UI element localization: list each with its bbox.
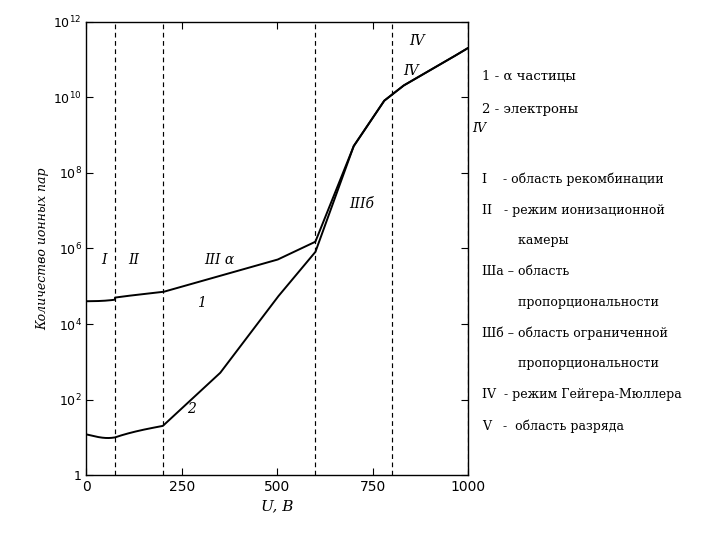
Text: IIIб: IIIб xyxy=(350,197,374,211)
Text: III α: III α xyxy=(204,253,235,267)
Text: V   -  область разряда: V - область разряда xyxy=(482,419,624,433)
Text: Шб – область ограниченной: Шб – область ограниченной xyxy=(482,327,668,340)
Text: II   - режим ионизационной: II - режим ионизационной xyxy=(482,204,665,217)
Text: II: II xyxy=(128,253,140,267)
Text: пропорциональности: пропорциональности xyxy=(482,296,660,309)
Text: 1 - α частицы: 1 - α частицы xyxy=(482,70,576,83)
Text: 2: 2 xyxy=(187,402,197,416)
Text: камеры: камеры xyxy=(482,234,569,247)
X-axis label: U, B: U, B xyxy=(261,500,294,514)
Y-axis label: Количество ионных пар: Количество ионных пар xyxy=(36,167,49,329)
Text: IV: IV xyxy=(472,122,486,135)
Text: IV  - режим Гейгера-Мюллера: IV - режим Гейгера-Мюллера xyxy=(482,388,682,401)
Text: 2 - электроны: 2 - электроны xyxy=(482,103,579,116)
Text: I: I xyxy=(101,253,107,267)
Text: IV: IV xyxy=(409,35,424,49)
Text: пропорциональности: пропорциональности xyxy=(482,357,660,370)
Text: Ша – область: Ша – область xyxy=(482,265,570,278)
Text: 1: 1 xyxy=(197,296,206,310)
Text: I    - область рекомбинации: I - область рекомбинации xyxy=(482,173,664,186)
Text: IV: IV xyxy=(403,64,418,78)
